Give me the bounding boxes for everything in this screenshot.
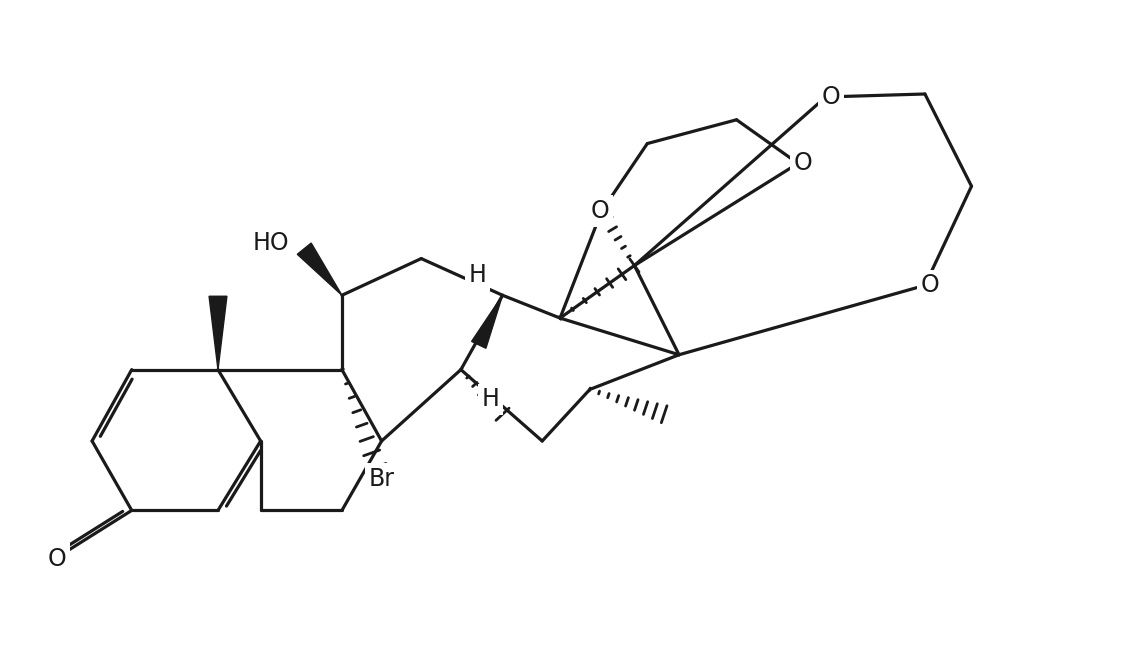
Text: O: O (794, 151, 813, 175)
Polygon shape (472, 295, 503, 348)
Text: O: O (822, 85, 840, 109)
Text: H: H (482, 387, 499, 411)
Text: O: O (590, 199, 609, 223)
Text: HO: HO (252, 231, 289, 255)
Polygon shape (209, 296, 226, 370)
Polygon shape (298, 243, 342, 295)
Text: Br: Br (369, 467, 395, 491)
Text: O: O (920, 273, 940, 297)
Text: H: H (469, 263, 487, 288)
Text: O: O (48, 547, 67, 571)
